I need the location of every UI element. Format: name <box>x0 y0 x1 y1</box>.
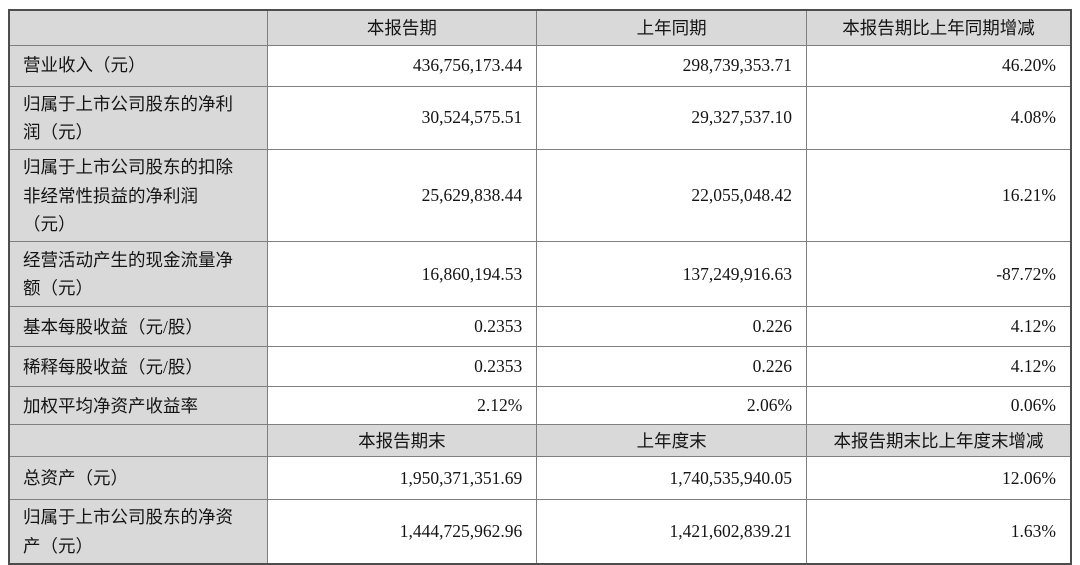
table-row: 归属于上市公司股东的净利 润（元） 30,524,575.51 29,327,5… <box>8 85 1072 151</box>
table-row: 归属于上市公司股东的净资 产（元） 1,444,725,962.96 1,421… <box>8 499 1072 565</box>
header-row-period: 本报告期 上年同期 本报告期比上年同期增减 <box>8 9 1072 46</box>
value-current: 30,524,575.51 <box>266 85 538 151</box>
table-row: 归属于上市公司股东的扣除 非经常性损益的净利润 （元） 25,629,838.4… <box>8 149 1072 243</box>
row-label-operating-revenue: 营业收入（元） <box>8 44 268 87</box>
table-row: 经营活动产生的现金流量净 额（元） 16,860,194.53 137,249,… <box>8 241 1072 308</box>
table-row: 总资产（元） 1,950,371,351.69 1,740,535,940.05… <box>8 456 1072 501</box>
value-prior: 1,421,602,839.21 <box>536 499 808 565</box>
value-prior: 137,249,916.63 <box>536 241 808 308</box>
value-prior: 0.226 <box>536 346 808 388</box>
value-current: 436,756,173.44 <box>266 44 538 87</box>
header-blank-cell <box>8 9 268 46</box>
header-blank-cell <box>8 424 268 458</box>
header-prior-year-end: 上年度末 <box>536 424 808 458</box>
header-period-end-change: 本报告期末比上年度末增减 <box>806 424 1072 458</box>
value-current: 25,629,838.44 <box>266 149 538 243</box>
table-row: 营业收入（元） 436,756,173.44 298,739,353.71 46… <box>8 44 1072 87</box>
value-change: 0.06% <box>806 386 1072 426</box>
table-row: 基本每股收益（元/股） 0.2353 0.226 4.12% <box>8 306 1072 348</box>
value-current: 1,950,371,351.69 <box>266 456 538 501</box>
value-change: 1.63% <box>806 499 1072 565</box>
value-current: 0.2353 <box>266 346 538 388</box>
row-label-operating-cash-flow: 经营活动产生的现金流量净 额（元） <box>8 241 268 308</box>
header-current-period-end: 本报告期末 <box>266 424 538 458</box>
header-period-change: 本报告期比上年同期增减 <box>806 9 1072 46</box>
value-change: 12.06% <box>806 456 1072 501</box>
value-prior: 298,739,353.71 <box>536 44 808 87</box>
row-label-net-assets: 归属于上市公司股东的净资 产（元） <box>8 499 268 565</box>
row-label-net-profit: 归属于上市公司股东的净利 润（元） <box>8 85 268 151</box>
row-label-diluted-eps: 稀释每股收益（元/股） <box>8 346 268 388</box>
value-change: -87.72% <box>806 241 1072 308</box>
value-prior: 22,055,048.42 <box>536 149 808 243</box>
value-current: 16,860,194.53 <box>266 241 538 308</box>
value-current: 0.2353 <box>266 306 538 348</box>
header-current-period: 本报告期 <box>266 9 538 46</box>
value-change: 4.12% <box>806 346 1072 388</box>
value-change: 4.08% <box>806 85 1072 151</box>
value-prior: 2.06% <box>536 386 808 426</box>
financial-summary-table: 本报告期 上年同期 本报告期比上年同期增减 营业收入（元） 436,756,17… <box>8 9 1072 565</box>
value-change: 46.20% <box>806 44 1072 87</box>
header-prior-period: 上年同期 <box>536 9 808 46</box>
value-prior: 0.226 <box>536 306 808 348</box>
value-prior: 1,740,535,940.05 <box>536 456 808 501</box>
row-label-basic-eps: 基本每股收益（元/股） <box>8 306 268 348</box>
row-label-total-assets: 总资产（元） <box>8 456 268 501</box>
row-label-weighted-avg-roe: 加权平均净资产收益率 <box>8 386 268 426</box>
header-row-period-end: 本报告期末 上年度末 本报告期末比上年度末增减 <box>8 424 1072 458</box>
value-current: 2.12% <box>266 386 538 426</box>
value-change: 4.12% <box>806 306 1072 348</box>
row-label-net-profit-excl-nonrecurring: 归属于上市公司股东的扣除 非经常性损益的净利润 （元） <box>8 149 268 243</box>
table-row: 加权平均净资产收益率 2.12% 2.06% 0.06% <box>8 386 1072 426</box>
value-prior: 29,327,537.10 <box>536 85 808 151</box>
value-current: 1,444,725,962.96 <box>266 499 538 565</box>
value-change: 16.21% <box>806 149 1072 243</box>
table-row: 稀释每股收益（元/股） 0.2353 0.226 4.12% <box>8 346 1072 388</box>
